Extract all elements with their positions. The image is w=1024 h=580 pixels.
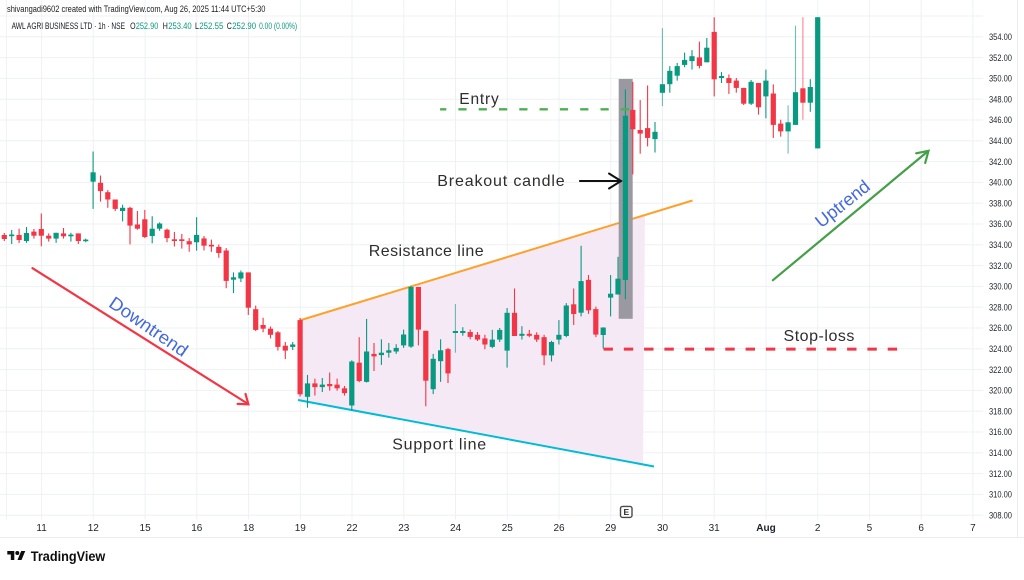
svg-text:12: 12 <box>88 523 100 534</box>
svg-text:18: 18 <box>243 523 255 534</box>
svg-text:shivangadi9602 created with Tr: shivangadi9602 created with TradingView.… <box>7 3 266 14</box>
svg-text:332.00: 332.00 <box>989 260 1012 271</box>
svg-text:26: 26 <box>553 523 565 534</box>
svg-text:330.00: 330.00 <box>989 281 1012 292</box>
svg-text:350.00: 350.00 <box>989 73 1012 84</box>
svg-text:O: O <box>130 20 136 31</box>
svg-text:354.00: 354.00 <box>989 31 1012 42</box>
svg-text:342.00: 342.00 <box>989 156 1012 167</box>
svg-text:326.00: 326.00 <box>989 323 1012 334</box>
svg-text:318.00: 318.00 <box>989 406 1012 417</box>
svg-text:19: 19 <box>295 523 307 534</box>
svg-text:352.00: 352.00 <box>989 52 1012 63</box>
svg-text:348.00: 348.00 <box>989 94 1012 105</box>
svg-text:25: 25 <box>502 523 514 534</box>
svg-text:24: 24 <box>450 523 462 534</box>
svg-text:7: 7 <box>970 523 976 534</box>
svg-text:316.00: 316.00 <box>989 427 1012 438</box>
svg-text:L: L <box>195 20 199 31</box>
svg-text:29: 29 <box>605 523 617 534</box>
svg-text:320.00: 320.00 <box>989 385 1012 396</box>
svg-text:322.00: 322.00 <box>989 364 1012 375</box>
svg-text:252.90: 252.90 <box>136 20 159 31</box>
svg-text:C: C <box>227 20 232 31</box>
svg-text:E: E <box>623 507 629 517</box>
svg-text:2: 2 <box>815 523 821 534</box>
svg-text:16: 16 <box>191 523 203 534</box>
svg-text:TradingView: TradingView <box>31 548 106 564</box>
svg-text:15: 15 <box>140 523 152 534</box>
svg-text:340.00: 340.00 <box>989 177 1012 188</box>
svg-text:31: 31 <box>709 523 721 534</box>
svg-text:0.00 (0.00%): 0.00 (0.00%) <box>259 21 297 31</box>
svg-text:344.00: 344.00 <box>989 135 1012 146</box>
svg-text:252.55: 252.55 <box>199 20 223 31</box>
svg-text:Resistance line: Resistance line <box>369 243 484 260</box>
svg-text:30: 30 <box>657 523 669 534</box>
svg-text:5: 5 <box>867 523 873 534</box>
svg-text:Entry: Entry <box>459 91 499 108</box>
svg-text:310.00: 310.00 <box>989 489 1012 500</box>
svg-text:312.00: 312.00 <box>989 468 1012 479</box>
svg-text:338.00: 338.00 <box>989 198 1012 209</box>
svg-text:314.00: 314.00 <box>989 447 1012 458</box>
svg-text:22: 22 <box>346 523 358 534</box>
svg-text:H: H <box>163 20 168 31</box>
svg-text:334.00: 334.00 <box>989 239 1012 250</box>
svg-text:6: 6 <box>918 523 924 534</box>
svg-text:253.40: 253.40 <box>168 20 192 31</box>
svg-text:Stop-loss: Stop-loss <box>784 328 855 345</box>
svg-text:328.00: 328.00 <box>989 302 1012 313</box>
svg-text:346.00: 346.00 <box>989 115 1012 126</box>
svg-text:AWL AGRI BUSINESS LTD · 1h · N: AWL AGRI BUSINESS LTD · 1h · NSE <box>12 21 126 31</box>
svg-text:23: 23 <box>398 523 410 534</box>
svg-text:Breakout candle: Breakout candle <box>437 173 564 190</box>
svg-text:Aug: Aug <box>756 523 775 534</box>
svg-text:252.90: 252.90 <box>232 20 256 31</box>
svg-text:Support line: Support line <box>392 437 486 454</box>
svg-text:11: 11 <box>36 523 47 534</box>
svg-text:308.00: 308.00 <box>989 510 1012 521</box>
svg-text:336.00: 336.00 <box>989 219 1012 230</box>
svg-text:324.00: 324.00 <box>989 343 1012 354</box>
